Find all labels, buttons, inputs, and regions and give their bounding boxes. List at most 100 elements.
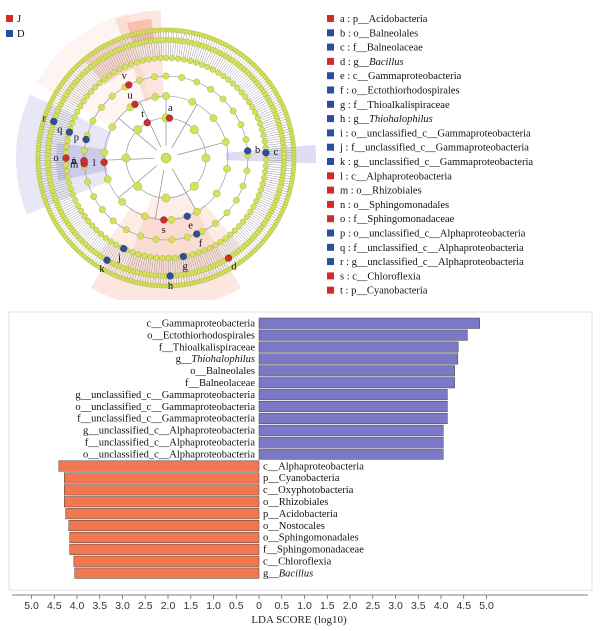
legend-text: p : o__unclassified_c__Alphaproteobacter… bbox=[340, 229, 526, 240]
clade-label-e: e bbox=[188, 221, 193, 232]
legend-entry-g: g : f__Thioalkalispiraceae bbox=[327, 100, 450, 111]
legend-text: l : c__Alphaproteobacteria bbox=[340, 171, 452, 182]
clade-node-h bbox=[166, 272, 174, 280]
clade-node-s bbox=[160, 216, 168, 224]
legend-entry-o: o : f__Sphingomonadaceae bbox=[327, 214, 455, 225]
clade-node-b bbox=[244, 147, 252, 155]
lda-bar-label: f__unclassified_c__Gammaproteobacteria bbox=[77, 414, 255, 425]
clade-label-d: d bbox=[231, 262, 237, 273]
group-label-j: J bbox=[17, 14, 21, 25]
lda-bar bbox=[258, 412, 448, 424]
legend-entry-q: q : f__unclassified_c__Alphaproteobacter… bbox=[327, 243, 524, 254]
clade-node-c bbox=[262, 149, 270, 157]
legend-entry-a: a : p__Acidobacteria bbox=[327, 14, 428, 25]
lda-bar-label: g__Thiohalophilus bbox=[176, 354, 255, 365]
inner-branches bbox=[104, 96, 226, 220]
x-tick-label: 5.0 bbox=[479, 600, 494, 612]
legend-entry-k: k : g__unclassified_c__Gammaproteobacter… bbox=[327, 157, 533, 168]
lda-bar bbox=[258, 353, 459, 365]
lda-bar bbox=[65, 508, 260, 520]
clade-label-p: p bbox=[74, 132, 79, 143]
legend-entry-r: r : g__unclassified_c__Alphaproteobacter… bbox=[327, 257, 524, 268]
lda-bar-label: o__Nostocales bbox=[263, 521, 325, 532]
clade-label-c: c bbox=[274, 147, 279, 158]
x-tick-label: 3.5 bbox=[92, 600, 107, 612]
x-tick-label: 0.5 bbox=[274, 600, 289, 612]
legend-swatch bbox=[327, 258, 334, 266]
legend-swatch bbox=[327, 243, 334, 251]
lda-bar-label: o__Ectothiorhodospirales bbox=[147, 330, 255, 341]
clade-label-u: u bbox=[127, 91, 133, 102]
lda-bar-label: o__unclassified_c__Gammaproteobacteria bbox=[75, 402, 255, 413]
legend-entry-e: e : c__Gammaproteobacteria bbox=[327, 71, 462, 82]
x-tick-label: 0.5 bbox=[229, 600, 244, 612]
clade-label-l: l bbox=[93, 158, 96, 169]
legend-text: k : g__unclassified_c__Gammaproteobacter… bbox=[340, 157, 533, 168]
legend-swatch bbox=[327, 172, 334, 180]
clade-node-a bbox=[165, 114, 174, 122]
clade-label-q: q bbox=[57, 125, 63, 136]
lda-bar-label: f__unclassified_c__Alphaproteobacteria bbox=[85, 438, 256, 449]
legend-swatch bbox=[327, 72, 334, 80]
x-tick-label: 2.5 bbox=[365, 600, 380, 612]
clade-label-j: j bbox=[117, 253, 121, 264]
legend-text: i : o__unclassified_c__Gammaproteobacter… bbox=[340, 128, 531, 139]
legend-swatch bbox=[327, 286, 334, 294]
legend-swatch bbox=[327, 158, 334, 165]
clade-node-t bbox=[143, 119, 151, 127]
legend-swatch bbox=[327, 86, 334, 94]
legend-text: s : c__Chloroflexia bbox=[340, 271, 421, 282]
x-axis-title: LDA SCORE (log10) bbox=[251, 614, 347, 626]
lda-bar bbox=[64, 472, 260, 484]
legend-text: h : g__Thiohalophilus bbox=[340, 114, 433, 125]
x-tick-label: 2.0 bbox=[343, 600, 358, 612]
group-label-d: D bbox=[17, 29, 25, 40]
lda-bar bbox=[258, 377, 455, 389]
lda-bar bbox=[58, 460, 260, 472]
legend-text: a : p__Acidobacteria bbox=[340, 14, 428, 25]
legend-entry-h: h : g__Thiohalophilus bbox=[327, 114, 433, 125]
legend-swatch bbox=[327, 229, 334, 237]
clade-node-o bbox=[62, 154, 70, 162]
legend-entry-f: f : o__Ectothiorhodospirales bbox=[327, 86, 460, 97]
x-tick-label: 4.5 bbox=[47, 600, 62, 612]
clade-node-v bbox=[125, 81, 133, 89]
clade-label-k: k bbox=[99, 264, 105, 275]
lda-bar bbox=[73, 555, 260, 567]
x-tick-label: 3.5 bbox=[411, 600, 426, 612]
leaf-branches bbox=[38, 30, 294, 286]
clade-label-v: v bbox=[122, 71, 128, 82]
lda-bar bbox=[258, 365, 455, 377]
clade-node-j bbox=[120, 245, 128, 253]
lda-bar bbox=[64, 496, 260, 508]
lda-bar bbox=[69, 531, 260, 543]
lda-bar-label: o__unclassified_c__Alphaproteobacteria bbox=[83, 449, 255, 460]
clade-node-p bbox=[82, 135, 90, 144]
clade-node-d bbox=[224, 254, 233, 262]
lda-bar-label: o__Rhizobiales bbox=[263, 497, 328, 508]
clade-label-o: o bbox=[53, 153, 58, 164]
legend-text: q : f__unclassified_c__Alphaproteobacter… bbox=[340, 243, 524, 254]
lda-bar bbox=[258, 389, 448, 401]
x-tick-label: 4.0 bbox=[70, 600, 85, 612]
legend-swatch bbox=[327, 57, 334, 65]
lda-bar-label: c__Oxyphotobacteria bbox=[263, 485, 354, 496]
legend-swatch bbox=[327, 143, 334, 151]
x-tick-label: 0 bbox=[256, 600, 262, 612]
legend-swatch bbox=[327, 200, 334, 208]
x-tick-label: 3.0 bbox=[115, 600, 130, 612]
lda-bar-label: o__Sphingomonadales bbox=[263, 533, 359, 544]
legend-swatch bbox=[327, 15, 334, 22]
clade-label-f: f bbox=[199, 238, 203, 249]
legend-text: c : f__Balneolaceae bbox=[340, 43, 423, 54]
legend-entry-b: b : o__Balneolales bbox=[327, 28, 418, 39]
cladogram: a b c d ef gh i j k l mn o pqr s tuv bbox=[15, 10, 316, 300]
legend-entry-l: l : c__Alphaproteobacteria bbox=[327, 171, 452, 182]
lda-bar bbox=[258, 424, 444, 436]
legend-entry-j: j : f__unclassified_c__Gammaproteobacter… bbox=[327, 143, 529, 154]
legend-text: m : o__Rhizobiales bbox=[340, 186, 422, 197]
legend-entry-t: t : p__Cyanobacteria bbox=[327, 286, 428, 297]
clade-labels: a b c d ef gh i j k l mn o pqr s tuv bbox=[43, 71, 279, 292]
